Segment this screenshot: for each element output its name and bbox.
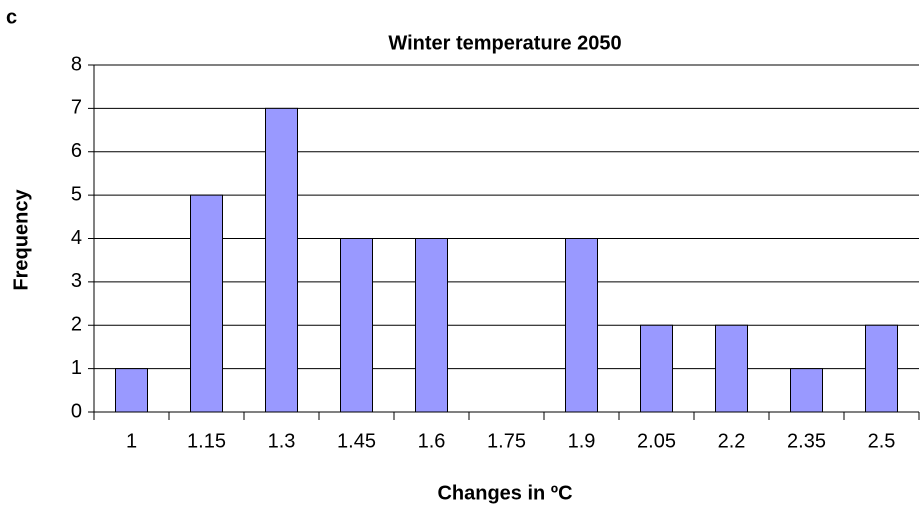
- x-tick-label: 2.05: [637, 430, 676, 452]
- x-tick-label: 1.9: [568, 430, 596, 452]
- bar: [640, 324, 673, 413]
- y-tick-label: 0: [71, 400, 82, 422]
- y-tick-label: 6: [71, 140, 82, 162]
- x-tick-label: 1.3: [268, 430, 296, 452]
- x-tick-label: 1: [126, 430, 137, 452]
- y-tick-label: 1: [71, 357, 82, 379]
- chart-title: Winter temperature 2050: [388, 32, 621, 54]
- y-tick-label: 2: [71, 314, 82, 336]
- bar: [190, 194, 223, 413]
- bar: [115, 368, 148, 413]
- x-tick-label: 2.2: [718, 430, 746, 452]
- bar: [715, 324, 748, 413]
- x-tick-label: 2.35: [787, 430, 826, 452]
- y-tick-label: 8: [71, 53, 82, 75]
- y-tick-label: 5: [71, 183, 82, 205]
- y-tick-label: 7: [71, 97, 82, 119]
- x-tick-label: 2.5: [868, 430, 896, 452]
- x-tick-label: 1.6: [418, 430, 446, 452]
- x-tick-label: 1.45: [337, 430, 376, 452]
- bar: [790, 368, 823, 413]
- x-axis-label: Changes in ºC: [437, 482, 572, 504]
- bar: [865, 324, 898, 413]
- bar: [565, 238, 598, 413]
- y-axis-label: Frequency: [10, 189, 32, 291]
- y-tick-label: 3: [71, 270, 82, 292]
- bar: [340, 238, 373, 413]
- x-tick-label: 1.15: [187, 430, 226, 452]
- x-tick-label: 1.75: [487, 430, 526, 452]
- y-tick-label: 4: [71, 227, 82, 249]
- bar: [415, 238, 448, 413]
- bar: [265, 107, 298, 413]
- panel-label: c: [6, 6, 17, 28]
